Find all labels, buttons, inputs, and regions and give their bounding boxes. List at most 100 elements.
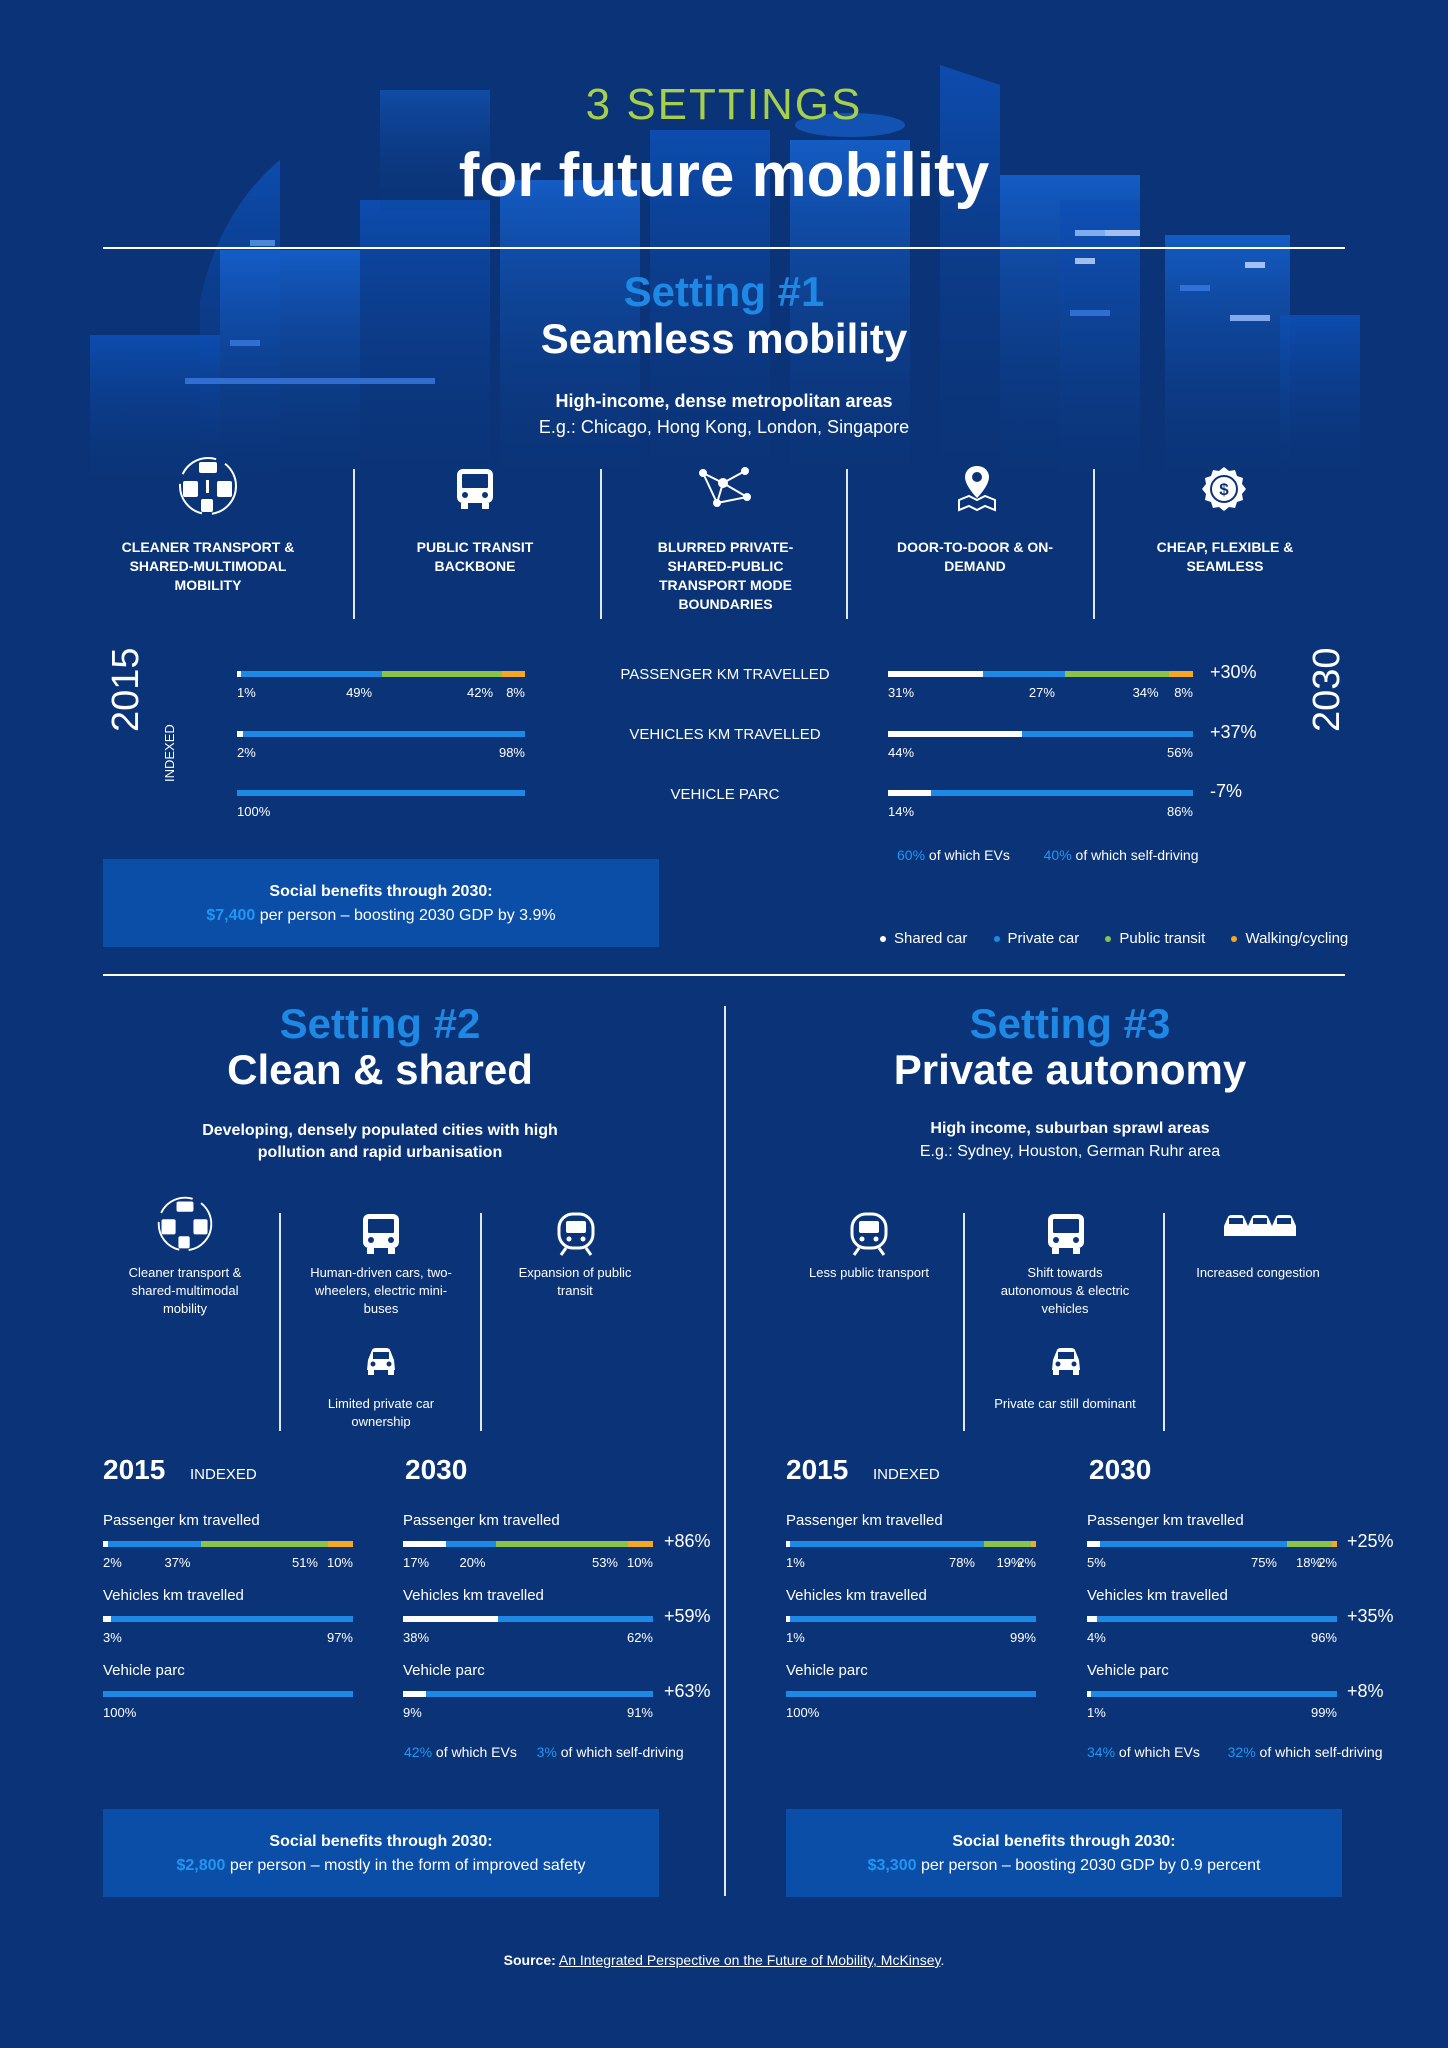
- s2-2015-value-label: 97%: [326, 1630, 353, 1645]
- s3-sd-pct: 32%: [1227, 1744, 1256, 1760]
- s3-2015-segment: [789, 1616, 1036, 1622]
- s1-row-label: VEHICLES KM TRAVELLED: [629, 726, 821, 743]
- setting2-subtitle: Developing, densely populated cities wit…: [202, 1122, 558, 1161]
- skyline-illustration: [90, 65, 1360, 485]
- s3-2030-segment: [1332, 1541, 1337, 1547]
- s2-row-label-2015: Vehicle parc: [103, 1662, 185, 1679]
- s3-2030-segment: [1097, 1616, 1337, 1622]
- bus-icon: [457, 469, 493, 509]
- s2-2030-bar: [403, 1691, 653, 1697]
- setting1-number: Setting #1: [623, 268, 825, 315]
- s1-2030-bar: [888, 731, 1193, 737]
- shared-multimodal-icon: [157, 1196, 213, 1252]
- s1-2030-value-label: 14%: [888, 804, 915, 819]
- s2-2030-segment: [425, 1691, 653, 1697]
- s3-2015-bar: [786, 1541, 1036, 1547]
- s1-2030-segment: [1064, 671, 1169, 677]
- s2-row-label-2030: Passenger km travelled: [403, 1512, 560, 1529]
- s1-2030-value-label: 34%: [1132, 685, 1159, 700]
- s3-ev-line: 34% of which EVs 32% of which self-drivi…: [1087, 1744, 1383, 1760]
- legend-swatch: [1105, 936, 1112, 943]
- s1-benefit-text: per person – boosting 2030 GDP by 3.9%: [255, 907, 556, 924]
- s1-change-label: -7%: [1210, 781, 1243, 801]
- s1-2015-bar: [237, 731, 525, 737]
- s1-change-label: +37%: [1210, 722, 1257, 742]
- s3-2030-segment: [1087, 1616, 1097, 1622]
- s2-feature-divider: [279, 1213, 281, 1431]
- s2-2030-value-label: 20%: [459, 1555, 486, 1570]
- source-label: Source:: [503, 1952, 556, 1968]
- s2-2015-bar: [103, 1541, 353, 1547]
- s1-feature-divider: [600, 469, 602, 619]
- s1-2015-segment: [502, 671, 525, 677]
- section-divider: [103, 974, 1345, 976]
- s3-2015-segment: [786, 1616, 790, 1622]
- s1-2030-segment: [1168, 671, 1193, 677]
- s3-row-label-2030: Passenger km travelled: [1087, 1512, 1244, 1529]
- s3-change-label: +35%: [1347, 1606, 1394, 1626]
- s1-2015-segment: [381, 671, 503, 677]
- s2-2015-value-label: 51%: [291, 1555, 318, 1570]
- s2-2015-value-label: 3%: [103, 1630, 122, 1645]
- s3-2015-bar: [786, 1616, 1036, 1622]
- s3-2015-segment: [1031, 1541, 1036, 1547]
- s3-2015-segment: [983, 1541, 1032, 1547]
- s2-row-label-2015: Passenger km travelled: [103, 1512, 260, 1529]
- s3-2015-segment: [786, 1541, 790, 1547]
- s3-2030-bar: [1087, 1691, 1337, 1697]
- s3-benefit-title: Social benefits through 2030:: [952, 1833, 1176, 1850]
- train-icon: [850, 1212, 888, 1256]
- s2-benefit-panel: Social benefits through 2030: $2,800 per…: [103, 1809, 659, 1897]
- s1-2015-segment: [240, 671, 382, 677]
- s1-2030-segment: [982, 671, 1065, 677]
- s2-2030-bar: [403, 1541, 653, 1547]
- s1-2015-value-label: 2%: [237, 745, 256, 760]
- s1-2030-value-label: 8%: [1174, 685, 1193, 700]
- s1-benefit-title: Social benefits through 2030:: [269, 883, 493, 900]
- s2-2030-segment: [495, 1541, 628, 1547]
- s3-2030-value-label: 99%: [1310, 1705, 1337, 1720]
- s3-change-label: +8%: [1347, 1681, 1384, 1701]
- source-link[interactable]: An Integrated Perspective on the Future …: [558, 1952, 941, 1968]
- setting1-name: Seamless mobility: [540, 315, 908, 362]
- s2-2030-value-label: 9%: [403, 1705, 422, 1720]
- legend-swatch: [993, 936, 1000, 943]
- s1-2015-segment: [242, 731, 525, 737]
- cars-icon: [1224, 1215, 1296, 1236]
- setting2-number: Setting #2: [279, 1000, 481, 1047]
- s3-2015-value-label: 99%: [1009, 1630, 1036, 1645]
- s3-2030-segment: [1087, 1691, 1091, 1697]
- s2-2030-value-label: 38%: [403, 1630, 430, 1645]
- s2-benefit-text: per person – mostly in the form of impro…: [225, 1857, 586, 1874]
- s3-ev-text: of which EVs: [1115, 1744, 1200, 1760]
- s3-2015-value-label: 2%: [1017, 1555, 1036, 1570]
- s1-2015-value-label: 42%: [467, 685, 494, 700]
- s2-2030-value-label: 10%: [626, 1555, 653, 1570]
- setting3-name: Private autonomy: [893, 1046, 1247, 1093]
- s2-change-label: +59%: [664, 1606, 711, 1626]
- s2-2015-segment: [200, 1541, 328, 1547]
- s1-feature-divider: [353, 469, 355, 619]
- s1-2030-value-label: 56%: [1166, 745, 1193, 760]
- s3-year-2015: 2015: [786, 1454, 849, 1485]
- header-title: for future mobility: [458, 141, 990, 210]
- s1-sd-text: of which self-driving: [1071, 847, 1199, 863]
- s1-2030-bar: [888, 790, 1193, 796]
- s2-2030-segment: [403, 1616, 498, 1622]
- legend-swatch: [1231, 936, 1238, 943]
- s2-2030-segment: [498, 1616, 653, 1622]
- s3-2030-value-label: 1%: [1087, 1705, 1106, 1720]
- s1-2015-segment: [237, 671, 241, 677]
- legend: Shared car Private car Public transit Wa…: [880, 930, 1348, 947]
- s1-feature-5: CHEAP, FLEXIBLE & SEAMLESS: [1156, 539, 1294, 574]
- s2-2015-segment: [110, 1616, 353, 1622]
- s2-feature-divider: [480, 1213, 482, 1431]
- legend-shared-car: Shared car: [894, 930, 968, 947]
- setting2-name: Clean & shared: [227, 1046, 533, 1093]
- s2-feature-4: Limited private car ownership: [327, 1396, 435, 1429]
- s3-feature-3: Increased congestion: [1196, 1265, 1320, 1280]
- s2-sd-text: of which self-driving: [556, 1744, 684, 1760]
- s2-2015-value-label: 2%: [103, 1555, 122, 1570]
- s1-feature-divider: [846, 469, 848, 619]
- s1-2015-segment: [237, 790, 525, 796]
